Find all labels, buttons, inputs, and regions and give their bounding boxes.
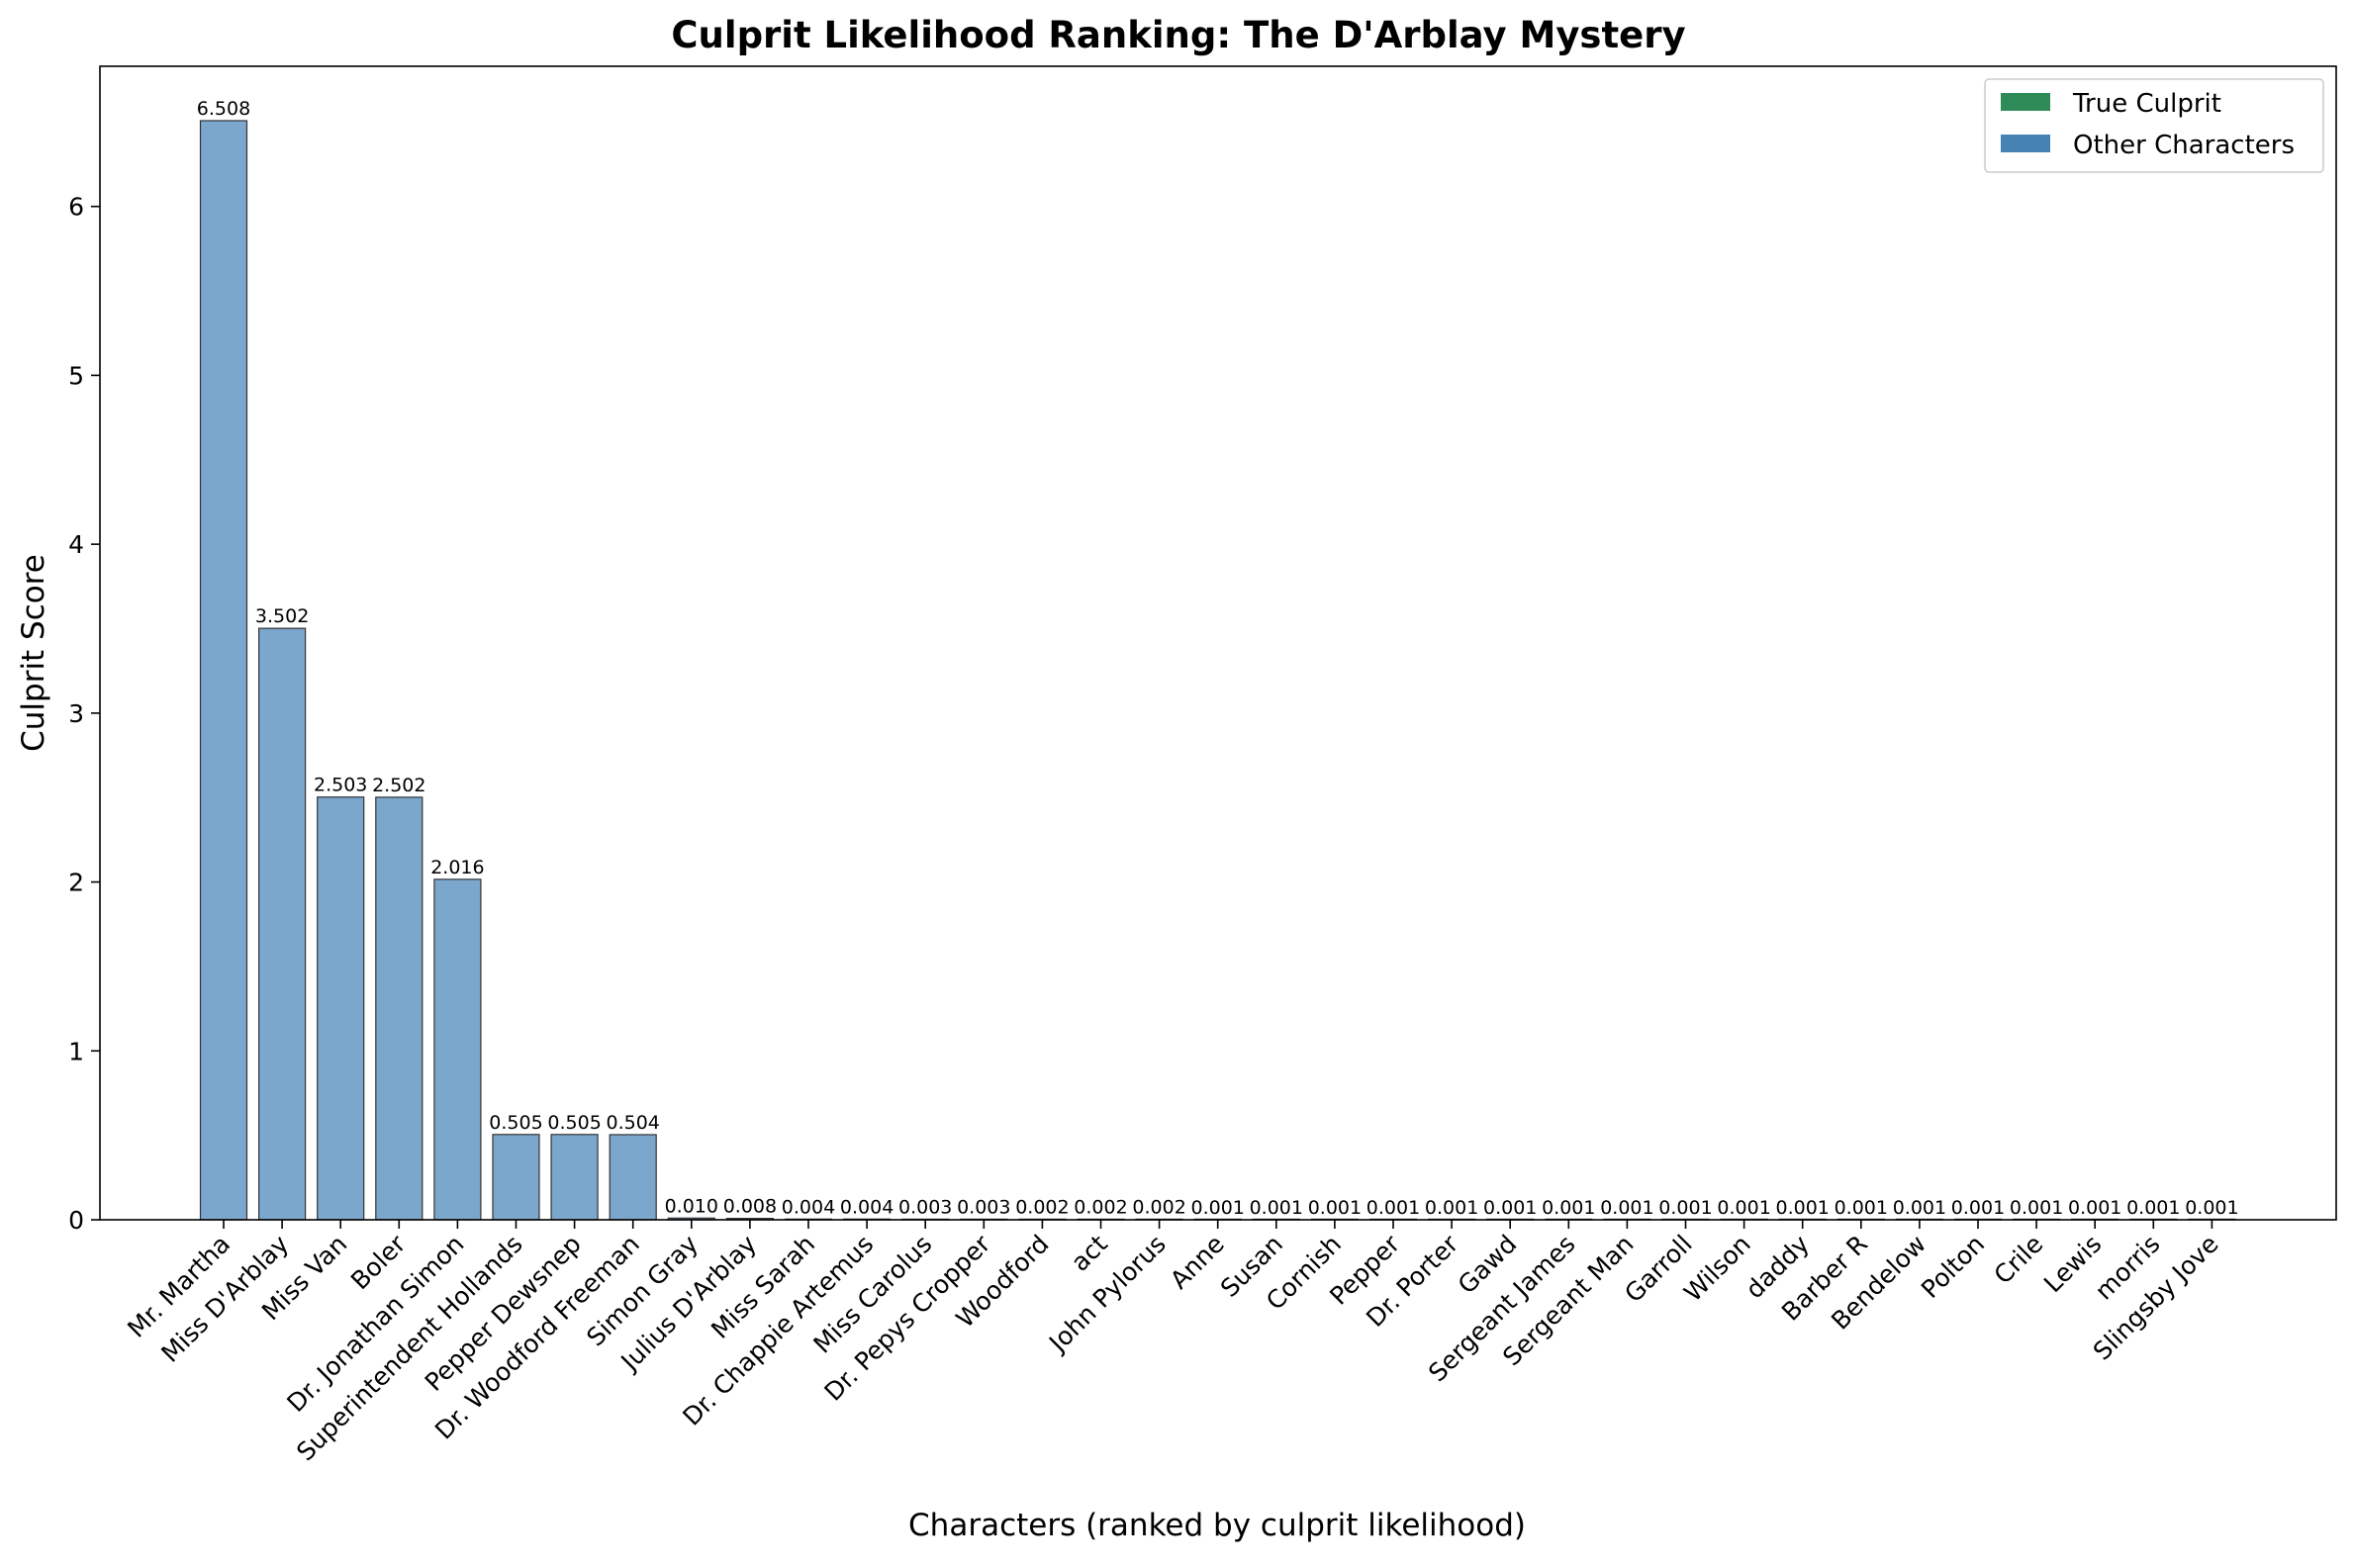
data-label: 0.001 [2185, 1197, 2238, 1219]
data-label: 0.505 [547, 1112, 601, 1134]
data-label: 0.001 [1717, 1197, 1770, 1219]
data-label: 0.001 [1893, 1197, 1946, 1219]
data-label: 0.504 [606, 1112, 659, 1134]
data-label: 0.001 [1483, 1197, 1537, 1219]
y-tick-label: 2 [68, 869, 84, 897]
chart-title: Culprit Likelihood Ranking: The D'Arblay… [671, 14, 1685, 56]
data-label: 0.001 [1425, 1197, 1478, 1219]
bar [258, 627, 307, 1221]
data-label: 0.001 [2010, 1197, 2063, 1219]
data-label: 2.502 [372, 775, 425, 796]
legend-swatch-other-characters [2001, 135, 2050, 152]
bars [199, 120, 2236, 1221]
bar [317, 796, 365, 1221]
data-label: 0.002 [1132, 1197, 1185, 1219]
legend-box [1984, 78, 2324, 173]
bar [375, 796, 424, 1221]
legend-label-true-culprit: True Culprit [2072, 89, 2221, 119]
x-axis-label: Characters (ranked by culprit likelihood… [908, 1508, 1526, 1543]
y-tick-label: 0 [68, 1206, 84, 1235]
data-label: 6.508 [197, 98, 250, 120]
data-label: 2.016 [430, 857, 484, 878]
data-label: 0.004 [840, 1196, 894, 1218]
data-label: 2.503 [314, 775, 367, 796]
bar [492, 1134, 540, 1221]
y-tick-label: 5 [68, 361, 84, 390]
data-label: 0.001 [1190, 1197, 1244, 1219]
data-label: 0.002 [1015, 1197, 1069, 1219]
data-label: 0.001 [1250, 1197, 1303, 1219]
data-label: 3.502 [255, 605, 309, 627]
bar [550, 1134, 599, 1221]
data-label: 0.001 [1951, 1197, 2005, 1219]
y-axis-label: Culprit Score [16, 554, 51, 752]
data-label: 0.001 [1366, 1197, 1420, 1219]
legend-label-other-characters: Other Characters [2073, 131, 2295, 160]
data-label: 0.003 [898, 1196, 952, 1218]
data-label: 0.001 [1835, 1197, 1888, 1219]
data-label: 0.001 [2126, 1197, 2180, 1219]
data-label: 0.001 [1775, 1197, 1829, 1219]
bar [609, 1134, 657, 1221]
data-label: 0.002 [1074, 1197, 1127, 1219]
y-tick-label: 1 [68, 1037, 84, 1065]
y-tick-label: 3 [68, 699, 84, 728]
bar [199, 120, 248, 1221]
data-label: 0.001 [2068, 1197, 2121, 1219]
legend-swatch-true-culprit [2001, 93, 2050, 111]
data-label: 0.004 [782, 1196, 835, 1218]
data-label: 0.505 [489, 1112, 542, 1134]
bar [433, 878, 482, 1221]
data-label: 0.001 [1308, 1197, 1362, 1219]
legend: True Culprit Other Characters [1984, 78, 2324, 173]
data-label: 0.001 [1658, 1197, 1712, 1219]
data-label: 0.003 [957, 1196, 1010, 1218]
data-label: 0.010 [665, 1195, 718, 1217]
y-tick-label: 6 [68, 193, 84, 222]
data-label: 0.001 [1542, 1197, 1595, 1219]
y-tick-label: 4 [68, 530, 84, 559]
data-label: 0.008 [723, 1196, 777, 1218]
data-label: 0.001 [1600, 1197, 1653, 1219]
plot-frame [99, 65, 2337, 1221]
